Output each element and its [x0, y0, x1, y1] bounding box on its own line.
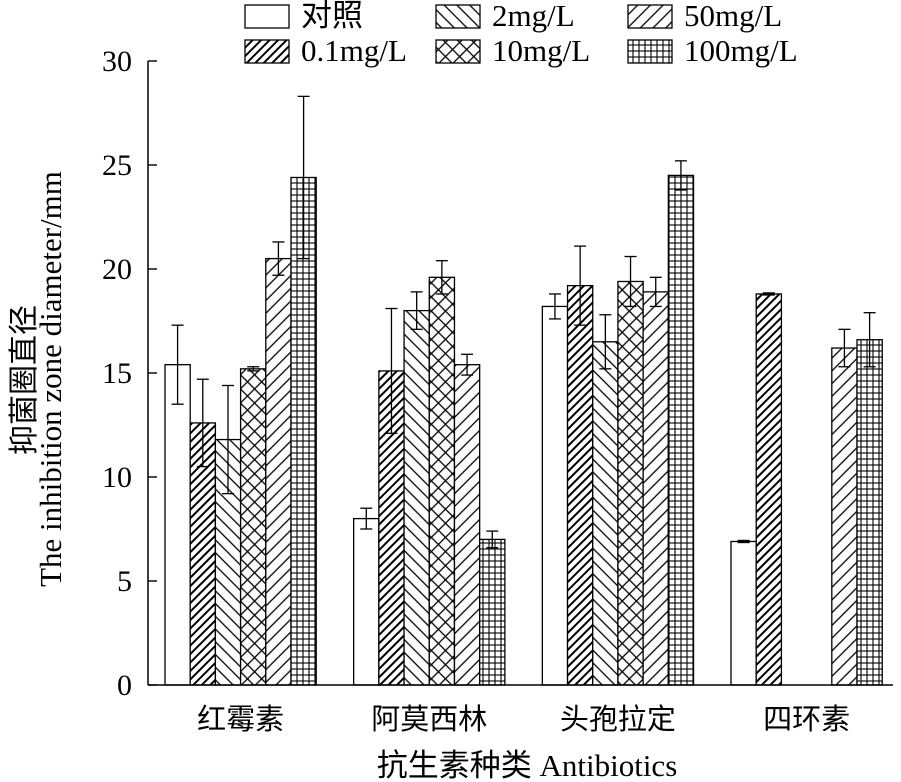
legend-item: 100mg/L — [627, 33, 798, 68]
legend-swatch — [244, 39, 290, 64]
bar — [479, 538, 506, 686]
legend-item: 对照 — [244, 0, 363, 33]
error-bar — [674, 160, 687, 191]
y-ticks: 0 5 10 15 20 25 30 — [102, 45, 157, 702]
error-bar — [599, 314, 612, 370]
legend-swatch — [627, 39, 673, 64]
bar — [453, 364, 481, 686]
bar — [239, 368, 267, 686]
error-bar — [196, 378, 209, 468]
bar — [566, 284, 594, 686]
error-bar — [247, 366, 260, 372]
legend-label: 50mg/L — [684, 0, 782, 33]
y-tick-label: 20 — [102, 253, 132, 286]
legend-swatch — [435, 39, 481, 64]
error-bar — [461, 353, 474, 376]
error-bar — [297, 95, 310, 260]
bar — [541, 305, 569, 686]
legend-label: 0.1mg/L — [301, 33, 407, 68]
legend-label: 对照 — [301, 0, 363, 33]
y-axis-title-en: The inhibition zone diameter/mm — [33, 171, 68, 587]
error-bar — [737, 539, 750, 544]
bar — [164, 364, 191, 686]
bar — [428, 276, 456, 686]
error-bar — [360, 507, 373, 530]
bar — [730, 540, 757, 686]
error-bars — [171, 95, 876, 549]
bar — [617, 280, 644, 686]
legend-swatch — [244, 4, 290, 29]
x-axis-title: 抗生素种类 Antibiotics — [377, 748, 678, 782]
bar — [642, 291, 669, 686]
error-bar — [574, 245, 587, 326]
y-tick-label: 0 — [117, 669, 132, 702]
y-tick-label: 10 — [102, 461, 132, 494]
bar — [265, 257, 292, 686]
x-category-labels: 红霉素 阿莫西林 头孢拉定 四环素 — [197, 703, 850, 736]
y-tick-label: 5 — [117, 565, 132, 598]
bar — [831, 347, 858, 686]
x-category-label: 红霉素 — [197, 703, 284, 736]
legend-label: 2mg/L — [492, 0, 575, 33]
error-bar — [171, 324, 184, 405]
error-bar — [486, 530, 499, 549]
error-bar — [863, 312, 876, 368]
error-bar — [838, 328, 851, 368]
y-tick-label: 30 — [102, 45, 132, 78]
bar — [755, 293, 783, 686]
legend-item: 50mg/L — [627, 0, 782, 33]
x-category-label: 头孢拉定 — [560, 703, 676, 736]
bar — [290, 176, 317, 686]
bars — [164, 174, 883, 686]
legend-swatch — [627, 4, 673, 29]
x-category-label: 四环素 — [763, 703, 850, 736]
x-category-label: 阿莫西林 — [371, 703, 487, 736]
legend-item: 0.1mg/L — [244, 33, 407, 68]
error-bar — [624, 255, 637, 308]
y-tick-label: 15 — [102, 357, 132, 390]
bar — [856, 339, 883, 686]
legend-item: 10mg/L — [435, 33, 590, 68]
error-bar — [272, 241, 285, 276]
error-bar — [435, 260, 448, 295]
bar — [667, 174, 695, 686]
error-bar — [410, 291, 423, 330]
error-bar — [222, 384, 234, 495]
error-bar — [548, 293, 561, 320]
error-bar — [762, 292, 775, 296]
error-bar — [649, 276, 662, 308]
bar — [403, 309, 430, 686]
legend-label: 10mg/L — [492, 33, 590, 68]
bar — [353, 517, 380, 686]
bar — [592, 341, 619, 686]
y-axis-title-zh: 抑菌圈直径 — [8, 305, 41, 455]
y-tick-label: 25 — [102, 149, 132, 182]
legend-label: 100mg/L — [684, 33, 798, 68]
legend-swatch — [435, 4, 481, 29]
legend-item: 2mg/L — [435, 0, 575, 33]
error-bar — [385, 307, 398, 434]
